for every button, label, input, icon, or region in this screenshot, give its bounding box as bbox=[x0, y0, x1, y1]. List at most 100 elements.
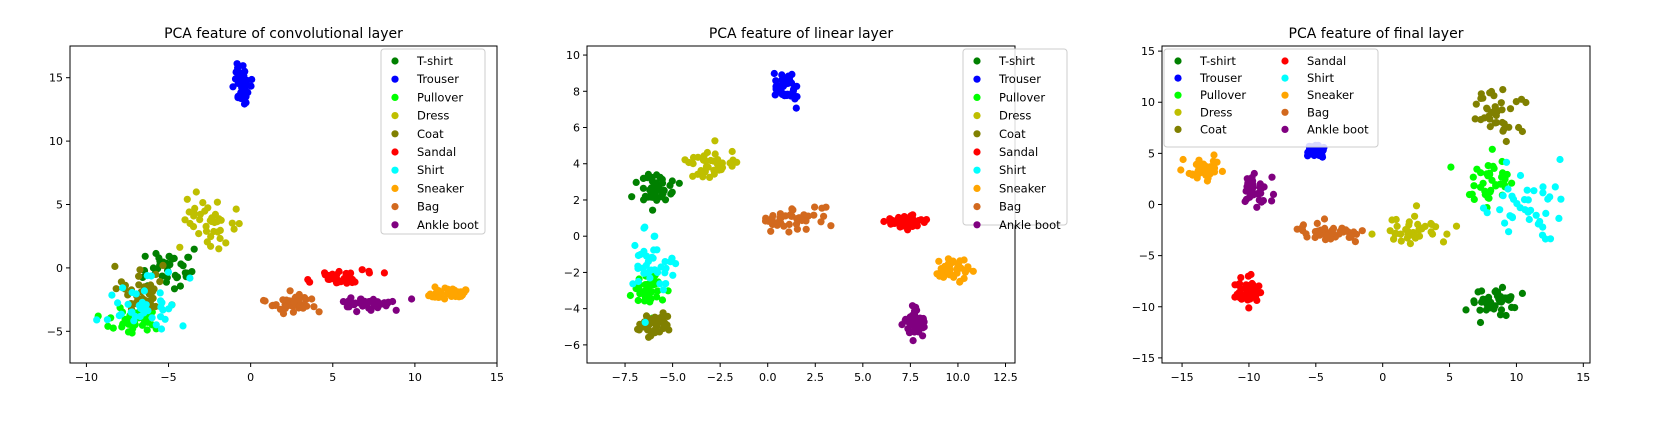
x-tick-label: 0 bbox=[247, 371, 254, 384]
point-sandal bbox=[887, 220, 895, 228]
point-trouser bbox=[781, 90, 789, 98]
point-bag bbox=[802, 225, 810, 233]
point-ankle-boot bbox=[906, 320, 914, 328]
legend-marker bbox=[973, 130, 981, 138]
point-sneaker bbox=[1196, 161, 1204, 169]
point-dress bbox=[189, 223, 198, 231]
y-tick-label: −5 bbox=[1139, 250, 1155, 263]
point-bag bbox=[1320, 215, 1329, 223]
point-bag bbox=[1313, 219, 1321, 227]
legend-label: Sandal bbox=[999, 145, 1038, 159]
point-shirt bbox=[661, 269, 669, 277]
point-bag bbox=[1316, 231, 1324, 239]
point-dress bbox=[726, 159, 734, 167]
legend-marker bbox=[391, 57, 399, 65]
point-coat bbox=[665, 326, 673, 334]
point-trouser bbox=[234, 94, 242, 102]
point-pullover bbox=[626, 291, 635, 300]
point-shirt bbox=[641, 223, 649, 231]
legend-label: Bag bbox=[417, 200, 439, 214]
point-bag bbox=[777, 214, 785, 222]
point-t-shirt bbox=[1474, 288, 1482, 296]
legend-marker bbox=[391, 130, 399, 138]
point-shirt bbox=[1502, 158, 1511, 166]
point-ankle-boot bbox=[382, 302, 390, 310]
point-pullover bbox=[1473, 165, 1481, 173]
point-ankle-boot bbox=[1269, 190, 1278, 198]
point-coat bbox=[659, 309, 667, 317]
point-pullover bbox=[118, 323, 126, 331]
point-pullover bbox=[1485, 171, 1493, 179]
point-dress bbox=[1439, 238, 1448, 246]
point-shirt bbox=[1499, 192, 1507, 200]
point-t-shirt bbox=[152, 249, 160, 258]
point-coat bbox=[1497, 99, 1505, 107]
legend-marker bbox=[1174, 74, 1182, 82]
point-t-shirt bbox=[1511, 304, 1519, 312]
point-bag bbox=[1342, 226, 1350, 234]
point-shirt bbox=[1527, 206, 1535, 214]
point-shirt bbox=[1525, 215, 1533, 224]
point-bag bbox=[767, 227, 775, 235]
point-shirt bbox=[130, 317, 138, 325]
legend-marker bbox=[391, 93, 399, 101]
point-shirt bbox=[1532, 211, 1540, 219]
point-bag bbox=[768, 216, 776, 224]
point-dress bbox=[699, 173, 707, 181]
point-bag bbox=[820, 212, 828, 220]
point-shirt bbox=[651, 266, 659, 274]
point-coat bbox=[135, 272, 143, 280]
point-coat bbox=[1506, 105, 1515, 113]
chart-panel-1: PCA feature of convolutional layer −10 −5 0… bbox=[47, 26, 504, 384]
legend-marker bbox=[973, 93, 981, 101]
point-bag bbox=[817, 218, 825, 226]
legend-marker bbox=[391, 112, 399, 120]
point-sneaker bbox=[1206, 163, 1214, 171]
point-bag bbox=[1303, 233, 1311, 241]
x-tick-label: 10 bbox=[408, 371, 422, 384]
point-dress bbox=[711, 137, 719, 145]
point-ankle-boot bbox=[1256, 189, 1264, 198]
point-bag bbox=[798, 216, 806, 225]
point-ankle-boot bbox=[1246, 193, 1254, 201]
legend-marker bbox=[973, 112, 981, 120]
point-ankle-boot bbox=[915, 328, 923, 336]
point-sandal bbox=[909, 215, 917, 224]
point-sneaker bbox=[1210, 151, 1218, 159]
point-shirt bbox=[640, 247, 648, 255]
point-sandal bbox=[1245, 294, 1253, 302]
point-shirt bbox=[669, 271, 677, 279]
point-coat bbox=[1477, 90, 1485, 98]
chart-title: PCA feature of final layer bbox=[1289, 26, 1464, 42]
legend-label: Shirt bbox=[417, 163, 445, 177]
legend-marker bbox=[1174, 57, 1182, 65]
point-trouser bbox=[793, 82, 801, 90]
x-tick-label: 10 bbox=[1509, 371, 1523, 384]
point-shirt bbox=[1506, 212, 1514, 220]
point-sneaker bbox=[949, 257, 957, 265]
point-sandal bbox=[1245, 304, 1253, 312]
point-pullover bbox=[1468, 190, 1476, 198]
legend-label: Bag bbox=[999, 200, 1021, 214]
x-tick-label: −10 bbox=[1237, 371, 1260, 384]
point-bag bbox=[279, 296, 287, 304]
point-pullover bbox=[1492, 181, 1500, 189]
y-tick-label: 10 bbox=[49, 135, 63, 148]
point-t-shirt bbox=[1476, 318, 1485, 327]
point-shirt bbox=[1496, 206, 1504, 214]
x-tick-label: −10 bbox=[75, 371, 98, 384]
point-trouser bbox=[770, 69, 778, 78]
point-sandal bbox=[915, 217, 923, 225]
point-shirt bbox=[159, 306, 167, 314]
point-bag bbox=[308, 295, 316, 303]
point-dress bbox=[1404, 227, 1412, 236]
point-pullover bbox=[641, 293, 649, 301]
point-ankle-boot bbox=[1257, 198, 1266, 206]
point-shirt bbox=[157, 297, 165, 305]
x-tick-label: 0 bbox=[1379, 371, 1386, 384]
point-bag bbox=[785, 220, 793, 228]
point-shirt bbox=[1523, 186, 1531, 194]
y-tick-label: −10 bbox=[1132, 301, 1155, 314]
point-sandal bbox=[1248, 279, 1256, 288]
